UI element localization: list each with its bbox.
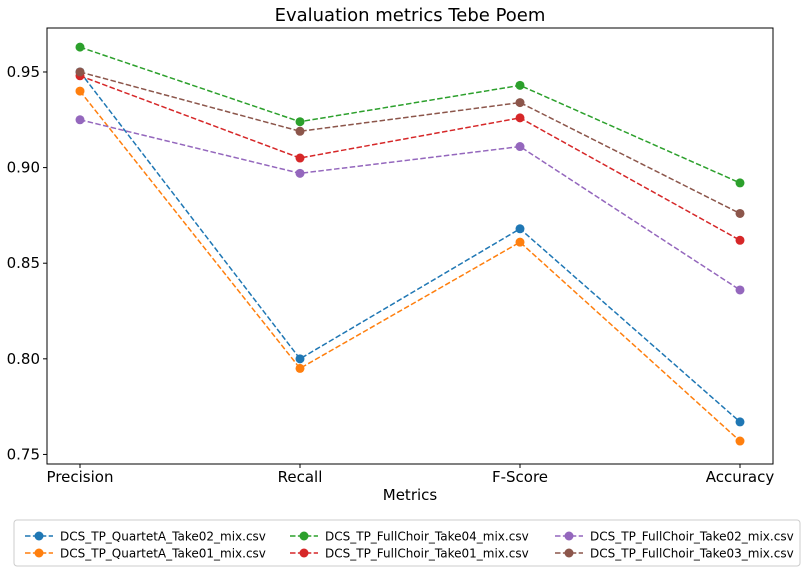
data-point bbox=[295, 168, 305, 178]
data-point bbox=[515, 237, 525, 247]
chart-title: Evaluation metrics Tebe Poem bbox=[275, 5, 546, 26]
x-tick-label: Recall bbox=[278, 468, 323, 486]
y-tick-label: 0.75 bbox=[7, 445, 40, 463]
series-line bbox=[79, 119, 741, 291]
y-tick-label: 0.90 bbox=[7, 159, 40, 177]
data-point bbox=[735, 235, 745, 245]
data-point bbox=[735, 436, 745, 446]
series-5 bbox=[75, 115, 745, 295]
data-point bbox=[515, 142, 525, 152]
data-point bbox=[735, 178, 745, 188]
data-point bbox=[75, 115, 85, 125]
series-6 bbox=[75, 67, 745, 218]
series-2 bbox=[75, 86, 745, 446]
x-axis: Precision Recall F-Score Accuracy bbox=[47, 464, 775, 486]
data-point bbox=[515, 80, 525, 90]
legend-label: DCS_TP_FullChoir_Take04_mix.csv bbox=[325, 530, 529, 544]
legend-frame bbox=[13, 519, 801, 567]
data-point bbox=[515, 224, 525, 234]
data-point bbox=[75, 67, 85, 77]
data-point bbox=[515, 113, 525, 123]
data-point bbox=[295, 126, 305, 136]
legend-item: DCS_TP_QuartetA_Take02_mix.csv bbox=[25, 530, 266, 544]
data-point bbox=[735, 285, 745, 295]
series-line bbox=[79, 71, 741, 215]
data-point bbox=[75, 42, 85, 52]
legend-label: DCS_TP_FullChoir_Take03_mix.csv bbox=[590, 547, 794, 561]
data-point bbox=[295, 117, 305, 127]
y-tick-label: 0.85 bbox=[7, 254, 40, 272]
y-tick-label: 0.80 bbox=[7, 350, 40, 368]
series-group bbox=[75, 42, 745, 446]
y-tick-label: 0.95 bbox=[7, 63, 40, 81]
series-line bbox=[79, 71, 741, 423]
legend-item: DCS_TP_FullChoir_Take01_mix.csv bbox=[290, 547, 529, 561]
x-tick-label: F-Score bbox=[492, 468, 548, 486]
series-line bbox=[79, 90, 741, 442]
legend-label: DCS_TP_FullChoir_Take01_mix.csv bbox=[325, 547, 529, 561]
series-line bbox=[79, 46, 741, 184]
data-point bbox=[735, 417, 745, 427]
x-axis-label: Metrics bbox=[383, 486, 438, 504]
data-point bbox=[735, 208, 745, 218]
legend-marker bbox=[34, 531, 44, 541]
legend-label: DCS_TP_FullChoir_Take02_mix.csv bbox=[590, 530, 794, 544]
x-tick-label: Precision bbox=[47, 468, 114, 486]
legend-marker bbox=[299, 531, 309, 541]
x-tick-label: Accuracy bbox=[706, 468, 775, 486]
series-3 bbox=[75, 42, 745, 188]
legend-item: DCS_TP_FullChoir_Take02_mix.csv bbox=[555, 530, 794, 544]
plot-frame bbox=[46, 27, 774, 465]
legend-label: DCS_TP_QuartetA_Take01_mix.csv bbox=[60, 547, 266, 561]
data-point bbox=[75, 86, 85, 96]
legend-label: DCS_TP_QuartetA_Take02_mix.csv bbox=[60, 530, 266, 544]
legend-item: DCS_TP_FullChoir_Take03_mix.csv bbox=[555, 547, 794, 561]
legend-item: DCS_TP_FullChoir_Take04_mix.csv bbox=[290, 530, 529, 544]
data-point bbox=[295, 363, 305, 373]
legend-marker bbox=[34, 548, 44, 558]
data-point bbox=[515, 98, 525, 108]
legend-marker bbox=[564, 531, 574, 541]
data-point bbox=[295, 354, 305, 364]
legend: DCS_TP_QuartetA_Take02_mix.csv DCS_TP_Qua… bbox=[25, 530, 794, 561]
y-axis: 0.75 0.80 0.85 0.90 0.95 bbox=[7, 63, 47, 463]
legend-marker bbox=[299, 548, 309, 558]
legend-item: DCS_TP_QuartetA_Take01_mix.csv bbox=[25, 547, 266, 561]
data-point bbox=[295, 153, 305, 163]
series-1 bbox=[75, 67, 745, 427]
legend-marker bbox=[564, 548, 574, 558]
